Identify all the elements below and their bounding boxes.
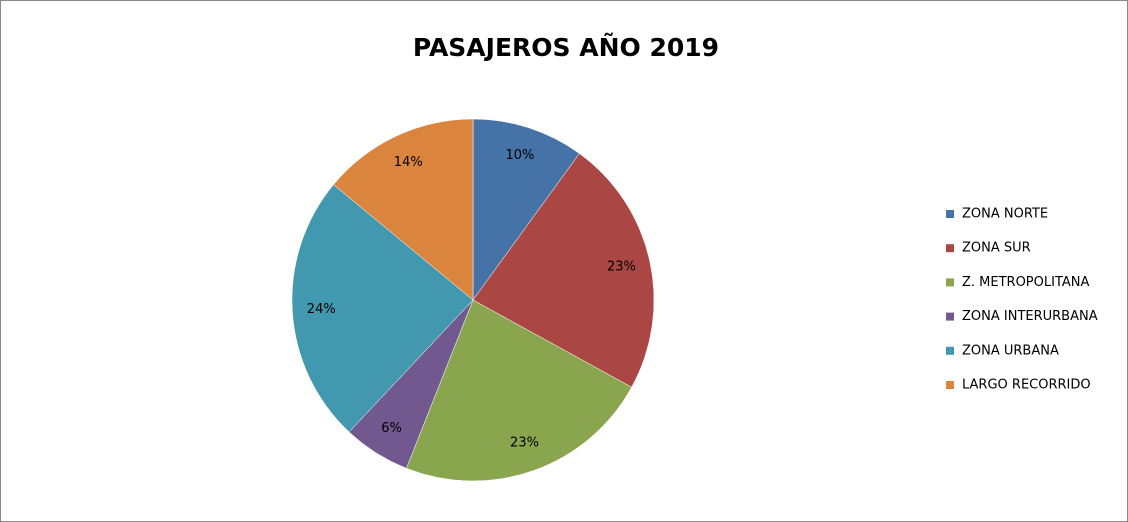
- data-label: 23%: [510, 436, 539, 451]
- legend-swatch: [946, 244, 954, 253]
- legend-label: ZONA INTERURBANA: [962, 309, 1098, 324]
- legend-label: LARGO RECORRIDO: [962, 378, 1091, 393]
- legend-swatch: [946, 381, 954, 389]
- data-label: 24%: [307, 302, 336, 317]
- legend-swatch: [946, 278, 954, 287]
- pie-slice: [333, 118, 474, 301]
- legend-swatch: [946, 210, 954, 218]
- data-label: 14%: [394, 155, 423, 170]
- pie-slice: [472, 118, 580, 301]
- data-label: 23%: [607, 259, 636, 274]
- pie-slice: [291, 184, 474, 433]
- chart-title: PASAJEROS AÑO 2019: [413, 33, 719, 62]
- legend-swatch: [946, 312, 954, 321]
- legend-label: Z. METROPOLITANA: [962, 275, 1090, 290]
- data-label: 6%: [381, 421, 402, 436]
- legend-label: ZONA NORTE: [962, 207, 1048, 222]
- pie-slice: [472, 153, 655, 388]
- legend-label: ZONA SUR: [962, 241, 1031, 256]
- legend-label: ZONA URBANA: [962, 343, 1059, 358]
- data-label: 10%: [506, 148, 535, 163]
- pie-slice: [406, 299, 632, 482]
- legend-swatch: [946, 346, 954, 355]
